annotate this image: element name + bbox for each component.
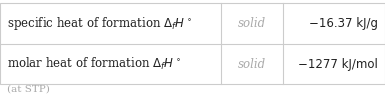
Text: −1277 kJ/mol: −1277 kJ/mol — [298, 58, 378, 71]
Text: −16.37 kJ/g: −16.37 kJ/g — [309, 17, 378, 30]
Bar — [0, 3, 385, 84]
Text: specific heat of formation $\Delta_f H^\circ$: specific heat of formation $\Delta_f H^\… — [7, 15, 192, 32]
Text: solid: solid — [238, 17, 266, 30]
Text: (at STP): (at STP) — [7, 85, 50, 94]
Text: molar heat of formation $\Delta_f H^\circ$: molar heat of formation $\Delta_f H^\cir… — [7, 56, 181, 72]
Text: solid: solid — [238, 58, 266, 71]
